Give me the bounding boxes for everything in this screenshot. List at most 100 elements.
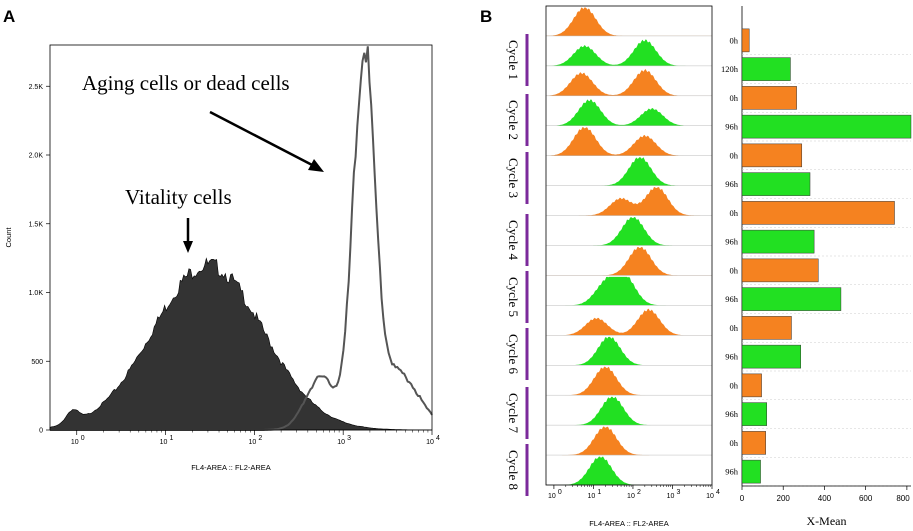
histogram-row-orange	[546, 127, 712, 156]
bar-orange	[741, 28, 750, 53]
x-tick-exponent: 4	[716, 489, 720, 496]
histogram-row-orange	[546, 69, 712, 96]
bar-green	[741, 459, 761, 484]
panel-a-label: A	[3, 7, 15, 26]
bar-category-label: 0h	[730, 150, 739, 160]
x-tick-exponent: 0	[81, 435, 85, 442]
panel-b-label: B	[480, 7, 492, 26]
bar-orange	[741, 258, 819, 283]
histogram-row-orange	[546, 426, 712, 456]
y-tick-label: 2.5K	[29, 84, 44, 91]
panel-a-annotations: Aging cells or dead cells Vitality cells	[82, 71, 324, 253]
bar-category-label: 96h	[725, 294, 739, 304]
bar-category-label: 0h	[730, 380, 739, 390]
bar-green	[741, 287, 842, 311]
cycle-label: Cycle 8	[506, 450, 521, 490]
x-tick-exponent: 3	[676, 489, 680, 496]
arrowhead-aging-dead-cells	[308, 159, 324, 172]
bar-category-label: 0h	[730, 208, 739, 218]
bar-category-label: 0h	[730, 438, 739, 448]
arrowhead-vitality-cells	[183, 241, 193, 253]
cycle-label: Cycle 2	[506, 100, 521, 140]
x-tick-exponent: 2	[637, 489, 641, 496]
x-tick-exponent: 3	[347, 435, 351, 442]
y-tick-label: 1.0K	[29, 290, 44, 297]
bar-x-tick-label: 600	[859, 494, 873, 503]
arrow-aging-dead-cells	[209, 110, 317, 169]
bar-orange	[741, 143, 803, 168]
bar-category-label: 96h	[725, 467, 739, 477]
x-axis-title: FL4-AREA :: FL2-AREA	[589, 519, 669, 528]
x-tick-exponent: 4	[436, 435, 440, 442]
x-tick-label: 10	[548, 493, 556, 500]
bar-orange	[741, 316, 792, 340]
bar-green	[741, 344, 801, 369]
bar-orange	[741, 201, 895, 225]
bar-orange	[741, 86, 797, 110]
cycle-label: Cycle 7	[506, 393, 521, 434]
histogram-row-orange	[546, 247, 712, 276]
bar-category-label: 0h	[730, 93, 739, 103]
bar-category-label: 96h	[725, 179, 739, 189]
x-tick-exponent: 1	[597, 489, 601, 496]
x-tick-label: 10	[248, 439, 256, 446]
bar-x-tick-label: 200	[777, 494, 791, 503]
histogram-row-green	[546, 157, 712, 186]
x-tick-label: 10	[337, 439, 345, 446]
bar-green	[741, 172, 811, 196]
bar-green	[741, 114, 912, 139]
bar-x-tick-label: 0	[740, 494, 745, 503]
y-tick-label: 1.5K	[29, 221, 44, 228]
cycle-label: Cycle 4	[506, 220, 521, 261]
histogram-row-green	[546, 456, 712, 485]
y-axis-title: Count	[4, 227, 13, 248]
cycle-label: Cycle 3	[506, 158, 521, 198]
histogram-row-green	[546, 99, 712, 126]
bar-category-label: 96h	[725, 237, 739, 247]
bar-orange	[741, 373, 762, 398]
panel-a-axes: 05001.0K1.5K2.0K2.5K100101102103104FL4-A…	[4, 44, 440, 472]
histogram-row-orange	[546, 366, 712, 396]
histogram-row-green	[546, 396, 712, 426]
bar-green	[741, 57, 791, 81]
x-tick-label: 10	[706, 493, 714, 500]
histogram-row-orange	[546, 187, 712, 216]
x-tick-exponent: 2	[258, 435, 262, 442]
bar-x-tick-label: 800	[896, 494, 910, 503]
panel-a-series	[49, 46, 433, 431]
bar-category-label: 96h	[725, 122, 739, 132]
histogram-row-green	[546, 217, 712, 246]
bar-category-label: 120h	[721, 64, 739, 74]
x-tick-label: 10	[160, 439, 168, 446]
cycle-label: Cycle 1	[506, 40, 521, 80]
x-tick-label: 10	[71, 439, 79, 446]
cycle-label: Cycle 6	[506, 334, 521, 375]
bar-category-label: 0h	[730, 323, 739, 333]
y-tick-label: 500	[31, 359, 43, 366]
histogram-row-green	[546, 276, 712, 306]
x-tick-exponent: 0	[558, 489, 562, 496]
panel-b-xmean-bars: 0h 120h 0h 96h 0h 96h 0h 96h 0h 96h 0h 96h 0h 96h 0h 96…	[721, 6, 912, 528]
y-tick-label: 0	[39, 428, 43, 435]
bar-category-label: 96h	[725, 409, 739, 419]
annotation-vitality-cells: Vitality cells	[125, 185, 232, 209]
x-tick-label: 10	[627, 493, 635, 500]
histogram-row-green	[546, 39, 712, 66]
bar-green	[741, 229, 815, 254]
annotation-aging-dead-cells: Aging cells or dead cells	[82, 71, 290, 95]
bar-x-axis-title: X-Mean	[807, 514, 847, 528]
bar-x-tick-label: 400	[818, 494, 832, 503]
panel-a-frame	[49, 44, 433, 431]
x-tick-label: 10	[667, 493, 675, 500]
x-tick-label: 10	[588, 493, 596, 500]
bar-orange	[741, 431, 766, 455]
histogram-row-orange	[546, 7, 712, 36]
histogram-row-orange	[546, 308, 712, 336]
bar-category-label: 0h	[730, 265, 739, 275]
bar-category-label: 0h	[730, 35, 739, 45]
histogram-row-green	[546, 336, 712, 366]
histogram-vitality-cells	[49, 257, 432, 431]
panel-a-histogram: A 05001.0K1.5K2.0K2.5K100101102103104FL4…	[3, 7, 440, 472]
